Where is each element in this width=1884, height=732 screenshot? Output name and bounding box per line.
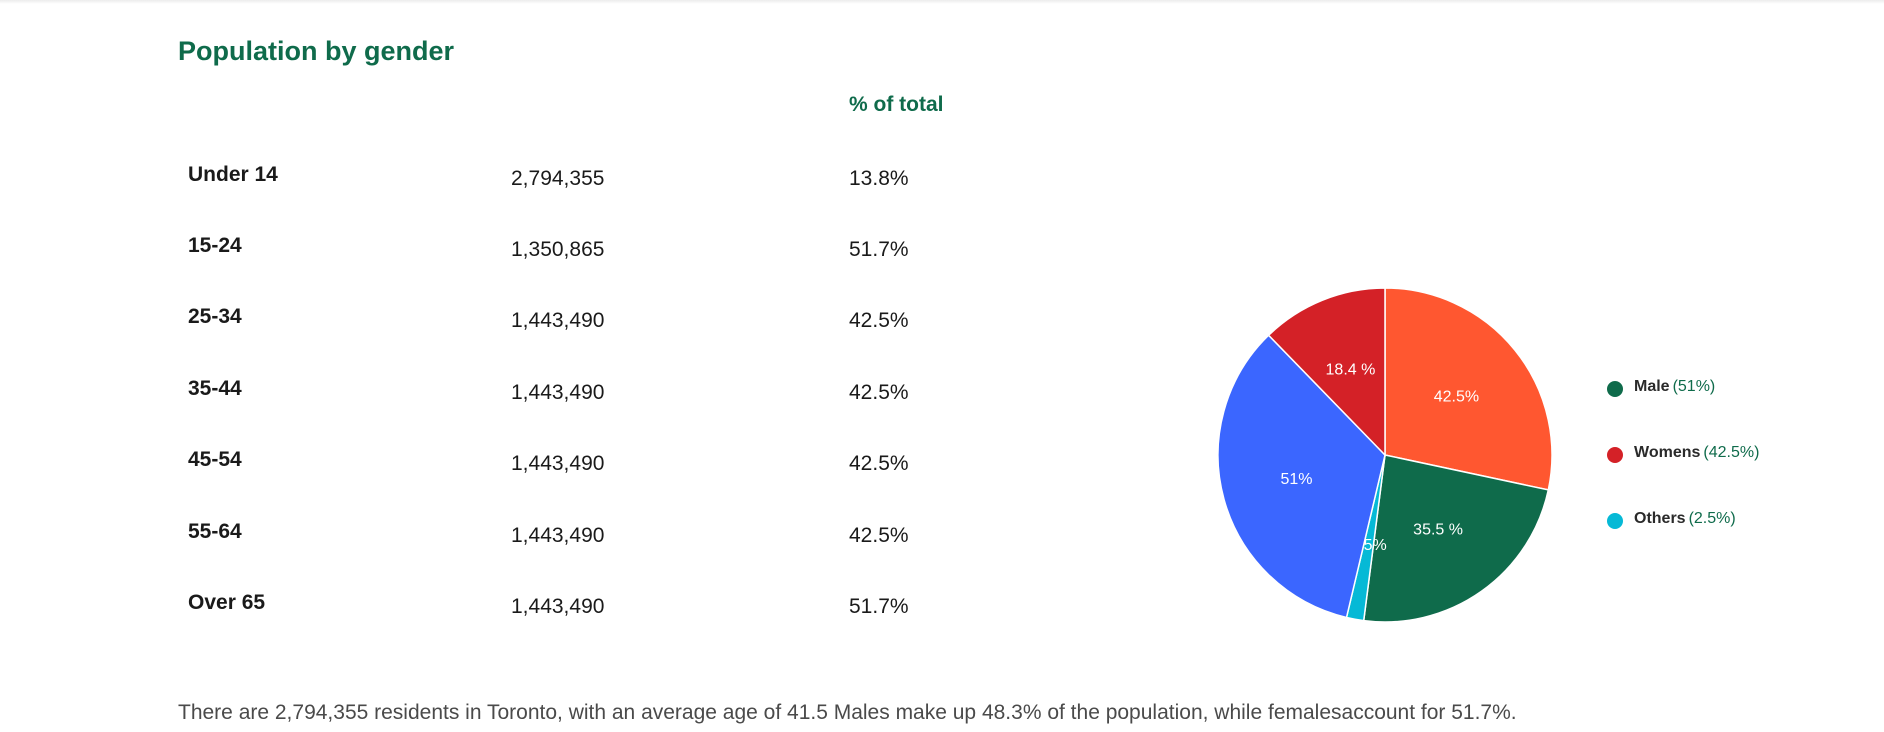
row-label: 35-44 bbox=[188, 377, 242, 400]
row-label: Under 14 bbox=[188, 163, 278, 186]
pie-slice-label: 18.4 % bbox=[1326, 361, 1376, 378]
row-label: 45-54 bbox=[188, 448, 242, 471]
legend-value: (42.5%) bbox=[1703, 444, 1760, 461]
pie-slice bbox=[1217, 334, 1386, 619]
pie-slice bbox=[1384, 287, 1553, 491]
row-pct: 42.5% bbox=[849, 524, 909, 547]
table-row: 45-54 1,443,490 42.5% bbox=[188, 448, 948, 478]
row-pct: 42.5% bbox=[849, 309, 909, 332]
pie-slice-label: 35.5 % bbox=[1413, 521, 1463, 538]
table-row: 35-44 1,443,490 42.5% bbox=[188, 377, 948, 407]
legend-label: Others (2.5%) bbox=[1634, 510, 1736, 527]
row-count: 1,443,490 bbox=[511, 452, 605, 475]
row-pct: 51.7% bbox=[849, 238, 909, 261]
pct-column-header: % of total bbox=[849, 93, 944, 116]
row-pct: 13.8% bbox=[849, 167, 909, 190]
row-count: 1,443,490 bbox=[511, 309, 605, 332]
table-row: 25-34 1,443,490 42.5% bbox=[188, 305, 948, 335]
legend-dot bbox=[1607, 381, 1623, 397]
row-label: 55-64 bbox=[188, 520, 242, 543]
legend-label: Male (51%) bbox=[1634, 378, 1716, 395]
row-pct: 42.5% bbox=[849, 452, 909, 475]
table-row: 15-24 1,350,865 51.7% bbox=[188, 234, 948, 264]
pie-slice-label: 42.5% bbox=[1434, 389, 1479, 406]
legend-dot bbox=[1607, 447, 1623, 463]
row-label: 25-34 bbox=[188, 305, 242, 328]
pie-slice-label: 51% bbox=[1280, 471, 1312, 488]
table-row: Over 65 1,443,490 51.7% bbox=[188, 591, 948, 621]
row-count: 1,350,865 bbox=[511, 238, 605, 261]
legend-value: (51%) bbox=[1672, 378, 1716, 395]
legend-label: Womens (42.5%) bbox=[1634, 444, 1760, 461]
row-label: 15-24 bbox=[188, 234, 242, 257]
top-shadow bbox=[0, 0, 1884, 4]
row-count: 1,443,490 bbox=[511, 595, 605, 618]
legend-dot bbox=[1607, 513, 1623, 529]
row-count: 1,443,490 bbox=[511, 381, 605, 404]
row-pct: 42.5% bbox=[849, 381, 909, 404]
pie-slice bbox=[1362, 454, 1550, 623]
row-count: 2,794,355 bbox=[511, 167, 605, 190]
gender-pie-chart: 42.5%35.5 %2.5%51%18.4 % bbox=[1217, 287, 1553, 623]
legend-value: (2.5%) bbox=[1688, 510, 1736, 527]
section-title: Population by gender bbox=[178, 36, 455, 66]
row-pct: 51.7% bbox=[849, 595, 909, 618]
table-row: Under 14 2,794,355 13.8% bbox=[188, 163, 948, 193]
row-count: 1,443,490 bbox=[511, 524, 605, 547]
row-label: Over 65 bbox=[188, 591, 266, 614]
summary-text: There are 2,794,355 residents in Toronto… bbox=[178, 701, 1517, 724]
pie-slice bbox=[1267, 287, 1386, 457]
table-row: 55-64 1,443,490 42.5% bbox=[188, 520, 948, 550]
